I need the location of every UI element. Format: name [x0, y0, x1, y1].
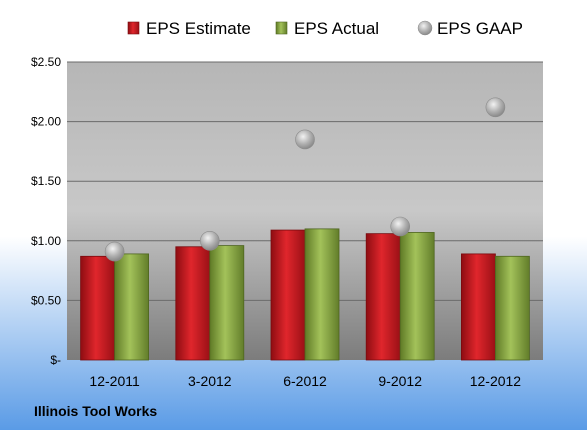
bar-eps-actual	[209, 245, 245, 361]
x-tick-label: 9-2012	[378, 373, 422, 389]
y-tick-label: $1.50	[31, 174, 61, 188]
bar-eps-actual	[114, 253, 149, 361]
bar-eps-estimate	[80, 255, 115, 361]
y-tick-label: $2.00	[31, 115, 61, 129]
x-tick-label: 12-2011	[89, 373, 140, 389]
bar-eps-actual	[494, 255, 530, 361]
y-tick-label: $0.50	[31, 293, 61, 307]
point-eps-gaap	[485, 97, 506, 118]
bar-eps-actual	[399, 232, 435, 361]
legend-label: EPS Actual	[294, 19, 379, 38]
x-tick-label: 12-2012	[470, 373, 522, 389]
legend-swatch-actual	[275, 21, 288, 35]
bar-eps-estimate	[365, 233, 401, 361]
bar-eps-estimate	[270, 229, 306, 361]
legend-label: EPS GAAP	[437, 19, 523, 38]
bar-eps-estimate	[175, 246, 211, 361]
point-eps-gaap	[390, 216, 411, 237]
y-tick-label: $1.00	[31, 234, 61, 248]
company-label: Illinois Tool Works	[34, 403, 157, 419]
point-eps-gaap	[104, 241, 125, 262]
bar-eps-actual	[304, 228, 340, 361]
legend-swatch-gaap	[417, 20, 433, 36]
y-tick-label: $2.50	[31, 55, 61, 69]
legend-label: EPS Estimate	[146, 19, 251, 38]
x-tick-label: 3-2012	[188, 373, 232, 389]
legend-swatch-estimate	[127, 21, 140, 35]
y-tick-label: $-	[50, 353, 61, 367]
point-eps-gaap	[295, 129, 315, 150]
x-tick-label: 6-2012	[283, 373, 327, 389]
point-eps-gaap	[200, 231, 220, 251]
bar-eps-estimate	[460, 253, 496, 361]
